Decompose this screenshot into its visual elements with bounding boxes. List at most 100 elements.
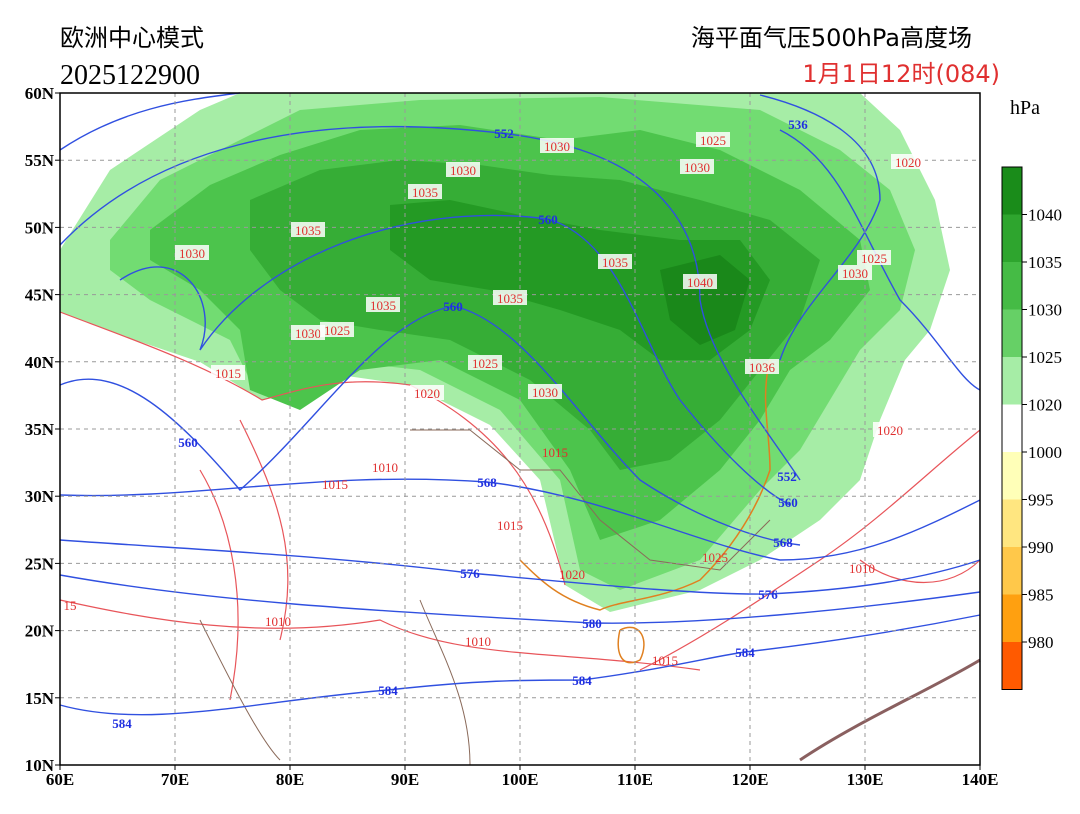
pressure-label: 1015 xyxy=(215,366,241,381)
height-label: 580 xyxy=(582,616,602,631)
isobars xyxy=(59,311,981,701)
colorbar-label: 1025 xyxy=(1028,348,1062,367)
pressure-label: 1015 xyxy=(322,477,348,492)
height-contour xyxy=(59,574,981,624)
pressure-area xyxy=(660,255,750,345)
label-bg xyxy=(408,184,442,199)
pressure-label: 1010 xyxy=(465,634,491,649)
label-bg xyxy=(211,365,245,380)
pressure-label: 1025 xyxy=(700,133,726,148)
pressure-label: 1015 xyxy=(497,518,523,533)
pressure-label: 1030 xyxy=(295,326,321,341)
coast xyxy=(617,626,645,664)
height-label: 584 xyxy=(572,673,592,688)
pressure-label: 1030 xyxy=(842,266,868,281)
pressure-label: 15 xyxy=(64,598,77,613)
label-bg xyxy=(528,384,562,399)
pressure-label: 1035 xyxy=(602,255,628,270)
label-bg xyxy=(468,355,502,370)
pressure-label: 1030 xyxy=(684,160,710,175)
valid-time: 1月1日12时(084) xyxy=(802,60,1000,88)
colorbar-segment xyxy=(1002,214,1022,262)
colorbar: 1040 1035 1030 1025 1020 1000 995 990 985 980 xyxy=(1001,166,1062,690)
pressure-label: 1035 xyxy=(370,298,396,313)
lon-label: 110E xyxy=(617,770,653,789)
height-contour xyxy=(119,214,791,506)
isobar xyxy=(59,311,566,586)
colorbar-label: 1000 xyxy=(1028,443,1062,462)
lat-label: 25N xyxy=(25,554,55,573)
colorbar-label: 995 xyxy=(1028,491,1054,510)
colorbar-segment xyxy=(1002,499,1022,547)
label-bg xyxy=(540,138,574,153)
lat-label: 10N xyxy=(25,756,55,775)
label-bg xyxy=(838,265,872,280)
height-contour xyxy=(59,614,981,716)
pressure-label: 1030 xyxy=(450,163,476,178)
lat-label: 60N xyxy=(25,84,55,103)
label-bg xyxy=(291,222,325,237)
lon-label: 120E xyxy=(732,770,769,789)
pressure-label: 1020 xyxy=(877,423,903,438)
borders xyxy=(199,429,981,766)
lat-label: 40N xyxy=(25,353,55,372)
colorbar-segment xyxy=(1002,452,1022,500)
product-title: 海平面气压500hPa高度场 xyxy=(691,24,972,52)
colorbar-label: 980 xyxy=(1028,633,1054,652)
label-bg xyxy=(680,159,714,174)
pressure-label: 1010 xyxy=(265,614,291,629)
colorbar-segment xyxy=(1002,594,1022,642)
label-bg xyxy=(696,132,730,147)
pressure-label: 1020 xyxy=(414,386,440,401)
height-contours xyxy=(59,92,981,716)
pressure-label: 1025 xyxy=(702,550,728,565)
pressure-label: 1025 xyxy=(324,323,350,338)
lat-label: 20N xyxy=(25,622,55,641)
model-title: 欧洲中心模式 xyxy=(60,24,204,52)
label-bg xyxy=(320,322,354,337)
pressure-label: 1035 xyxy=(412,185,438,200)
border xyxy=(199,599,471,766)
lat-label: 45N xyxy=(25,286,55,305)
label-bg xyxy=(683,274,717,289)
lon-label: 130E xyxy=(847,770,884,789)
pressure-label: 1015 xyxy=(542,445,568,460)
lon-label: 140E xyxy=(962,770,999,789)
height-contour xyxy=(59,125,801,481)
label-bg xyxy=(598,254,632,269)
lat-label: 35N xyxy=(25,420,55,439)
colorbar-segment xyxy=(1002,262,1022,310)
height-label: 552 xyxy=(494,126,514,141)
colorbar-label: 1030 xyxy=(1028,301,1062,320)
label-bg xyxy=(857,250,891,265)
label-bg xyxy=(891,154,925,169)
label-bg xyxy=(745,359,779,374)
height-contour xyxy=(59,92,241,151)
label-bg xyxy=(410,385,444,400)
lat-label: 50N xyxy=(25,218,55,237)
height-label: 584 xyxy=(735,645,755,660)
colorbar-unit: hPa xyxy=(1010,97,1040,119)
pressure-label: 1020 xyxy=(895,155,921,170)
lat-label: 55N xyxy=(25,151,55,170)
pressure-label: 1010 xyxy=(849,561,875,576)
pressure-label: 1030 xyxy=(544,139,570,154)
height-contour xyxy=(759,94,881,361)
isobar xyxy=(859,559,981,584)
height-label: 584 xyxy=(378,683,398,698)
pressure-label: 1010 xyxy=(372,460,398,475)
coast xyxy=(799,658,981,762)
colorbar-segment xyxy=(1002,357,1022,405)
label-bg xyxy=(366,297,400,312)
height-label: 552 xyxy=(777,469,797,484)
lon-label: 70E xyxy=(161,770,189,789)
height-label: 560 xyxy=(443,299,463,314)
colorbar-segment xyxy=(1002,404,1022,452)
pressure-label: 1036 xyxy=(749,360,776,375)
colorbar-label: 985 xyxy=(1028,586,1054,605)
pressure-label: 1025 xyxy=(472,356,498,371)
pressure-label: 1030 xyxy=(179,246,205,261)
